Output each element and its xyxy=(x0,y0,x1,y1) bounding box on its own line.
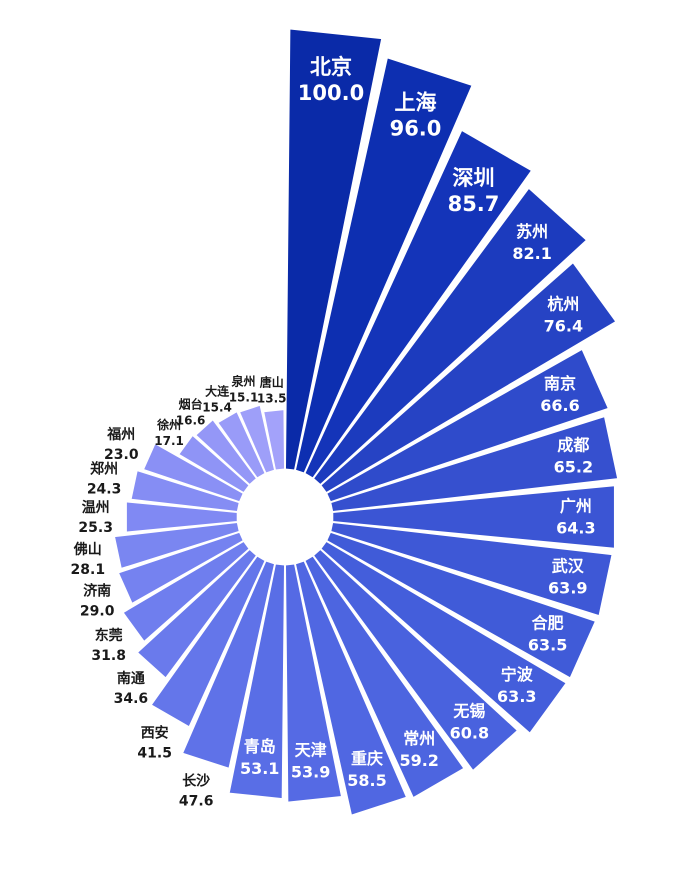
category-label: 徐州 xyxy=(156,417,181,432)
category-label: 杭州 xyxy=(547,294,579,313)
category-label: 深圳 xyxy=(453,166,495,190)
bar-合肥 xyxy=(326,531,597,679)
category-label: 广州 xyxy=(560,497,592,516)
category-label: 重庆 xyxy=(351,749,383,768)
value-label: 96.0 xyxy=(390,117,442,141)
category-label: 武汉 xyxy=(552,557,585,576)
value-label: 59.2 xyxy=(399,751,438,770)
value-label: 23.0 xyxy=(104,447,139,463)
category-label: 泉州 xyxy=(231,373,255,388)
category-label: 北京 xyxy=(310,55,352,79)
bar-泉州 xyxy=(238,404,276,474)
bar-无锡 xyxy=(312,548,519,772)
bar-上海 xyxy=(294,57,473,474)
category-label: 成都 xyxy=(557,435,589,454)
bar-温州 xyxy=(125,501,238,533)
bar-大连 xyxy=(217,411,266,479)
bar-成都 xyxy=(330,416,619,513)
value-label: 100.0 xyxy=(298,81,364,105)
bar-深圳 xyxy=(304,129,533,479)
value-label: 65.2 xyxy=(554,457,593,476)
bar-重庆 xyxy=(294,560,408,816)
category-label: 唐山 xyxy=(260,375,284,390)
category-label: 天津 xyxy=(295,740,327,759)
category-label: 青岛 xyxy=(244,737,276,756)
category-label: 烟台 xyxy=(179,396,203,411)
bar-烟台 xyxy=(195,419,258,486)
category-label: 郑州 xyxy=(90,461,118,478)
value-label: 82.1 xyxy=(512,244,551,263)
bar-常州 xyxy=(304,555,465,799)
value-label: 41.5 xyxy=(137,746,172,762)
category-label: 温州 xyxy=(82,500,110,516)
bar-西安 xyxy=(150,555,266,728)
category-label: 东莞 xyxy=(95,627,123,644)
bar-天津 xyxy=(284,563,343,803)
value-label: 64.3 xyxy=(556,519,595,538)
bar-青岛 xyxy=(228,563,286,800)
bar-郑州 xyxy=(130,469,240,513)
category-label: 长沙 xyxy=(182,772,210,789)
category-label: 佛山 xyxy=(73,541,102,558)
category-label: 济南 xyxy=(83,583,111,600)
value-label: 53.1 xyxy=(240,759,279,778)
value-label: 53.9 xyxy=(291,762,330,781)
bar-东莞 xyxy=(122,540,250,643)
bar-南通 xyxy=(136,548,258,679)
category-label: 南京 xyxy=(544,374,576,393)
value-label: 25.3 xyxy=(78,520,113,536)
value-label: 47.6 xyxy=(179,793,214,809)
category-label: 宁波 xyxy=(501,665,534,684)
category-label: 无锡 xyxy=(452,701,485,720)
category-label: 南通 xyxy=(117,670,145,687)
value-label: 63.5 xyxy=(528,636,567,655)
value-label: 29.0 xyxy=(80,604,115,620)
category-label: 大连 xyxy=(205,384,230,399)
category-label: 福州 xyxy=(106,426,135,443)
value-label: 13.5 xyxy=(257,392,287,406)
value-label: 31.8 xyxy=(91,648,126,664)
bar-济南 xyxy=(117,531,244,604)
category-label: 上海 xyxy=(395,91,437,115)
bar-唐山 xyxy=(263,409,286,471)
category-label: 苏州 xyxy=(516,222,548,241)
value-label: 28.1 xyxy=(71,562,106,578)
bar-福州 xyxy=(142,442,244,503)
bar-广州 xyxy=(332,485,615,549)
bar-宁波 xyxy=(320,540,567,734)
category-label: 西安 xyxy=(141,725,169,742)
value-label: 17.1 xyxy=(154,434,184,448)
bar-苏州 xyxy=(312,187,588,486)
value-label: 66.6 xyxy=(540,396,579,415)
bar-徐州 xyxy=(178,434,250,494)
value-label: 58.5 xyxy=(347,771,386,790)
bar-武汉 xyxy=(330,521,613,617)
bar-佛山 xyxy=(113,521,240,570)
value-label: 76.4 xyxy=(544,316,583,335)
value-label: 63.3 xyxy=(497,687,536,706)
value-label: 34.6 xyxy=(114,691,149,707)
bar-长沙 xyxy=(181,560,276,769)
value-label: 63.9 xyxy=(548,579,587,598)
bar-北京 xyxy=(284,28,383,471)
value-label: 15.4 xyxy=(202,401,232,415)
value-label: 85.7 xyxy=(448,192,500,216)
category-label: 常州 xyxy=(403,729,435,748)
bar-南京 xyxy=(326,348,609,503)
value-label: 60.8 xyxy=(450,723,489,742)
value-label: 24.3 xyxy=(87,482,122,498)
category-label: 合肥 xyxy=(532,614,564,633)
value-label: 16.6 xyxy=(176,413,206,427)
value-label: 15.1 xyxy=(229,390,259,404)
bar-杭州 xyxy=(320,262,617,494)
